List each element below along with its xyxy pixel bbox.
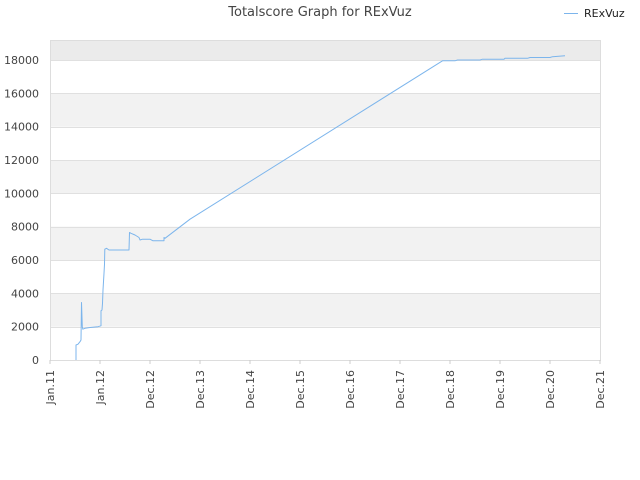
y-tick-label: 14000	[4, 121, 39, 134]
plot-band	[50, 226, 600, 260]
x-tick-label: Dec.21	[594, 370, 607, 409]
y-tick-label: 18000	[4, 54, 39, 67]
y-tick-label: 10000	[4, 187, 39, 200]
y-tick-label: 12000	[4, 154, 39, 167]
plot-band-top	[50, 40, 600, 60]
y-axis-ticks: 0 2000 4000 6000 8000 10000 12000 14000 16000 180…	[4, 54, 39, 367]
x-axis-ticks: Jan.11 Jan.12 Dec.12 Dec.13 Dec.14 Dec.15 Dec.…	[44, 360, 607, 409]
x-tick-label: Dec.15	[294, 370, 307, 409]
y-tick-label: 4000	[11, 287, 39, 300]
y-tick-label: 8000	[11, 221, 39, 234]
x-tick-label: Dec.14	[244, 370, 257, 409]
series-layer	[75, 55, 566, 360]
y-tick-label: 6000	[11, 254, 39, 267]
plot-band	[50, 293, 600, 327]
legend-swatch	[564, 12, 578, 14]
series-line-RExVuz	[75, 55, 566, 360]
plot-area-border	[50, 40, 601, 361]
y-tick-label: 16000	[4, 87, 39, 100]
x-tick-label: Dec.12	[144, 370, 157, 409]
x-tick-label: Dec.13	[194, 370, 207, 409]
y-tick-label: 2000	[11, 321, 39, 334]
legend-series-label: RExVuz	[584, 6, 625, 20]
x-tick-label: Dec.19	[494, 370, 507, 409]
legend[interactable]: RExVuz	[564, 6, 625, 20]
plot-band	[50, 160, 600, 194]
x-tick-label: Jan.12	[94, 370, 107, 405]
x-tick-label: Dec.16	[344, 370, 357, 409]
plot-band	[50, 93, 600, 127]
x-tick-label: Dec.17	[394, 370, 407, 409]
y-tick-label: 0	[32, 354, 39, 367]
plot-bands	[50, 40, 600, 327]
x-tick-label: Dec.20	[544, 370, 557, 409]
x-tick-label: Jan.11	[44, 370, 57, 405]
x-tick-label: Dec.18	[444, 370, 457, 409]
chart-title: Totalscore Graph for RExVuz	[228, 5, 412, 20]
